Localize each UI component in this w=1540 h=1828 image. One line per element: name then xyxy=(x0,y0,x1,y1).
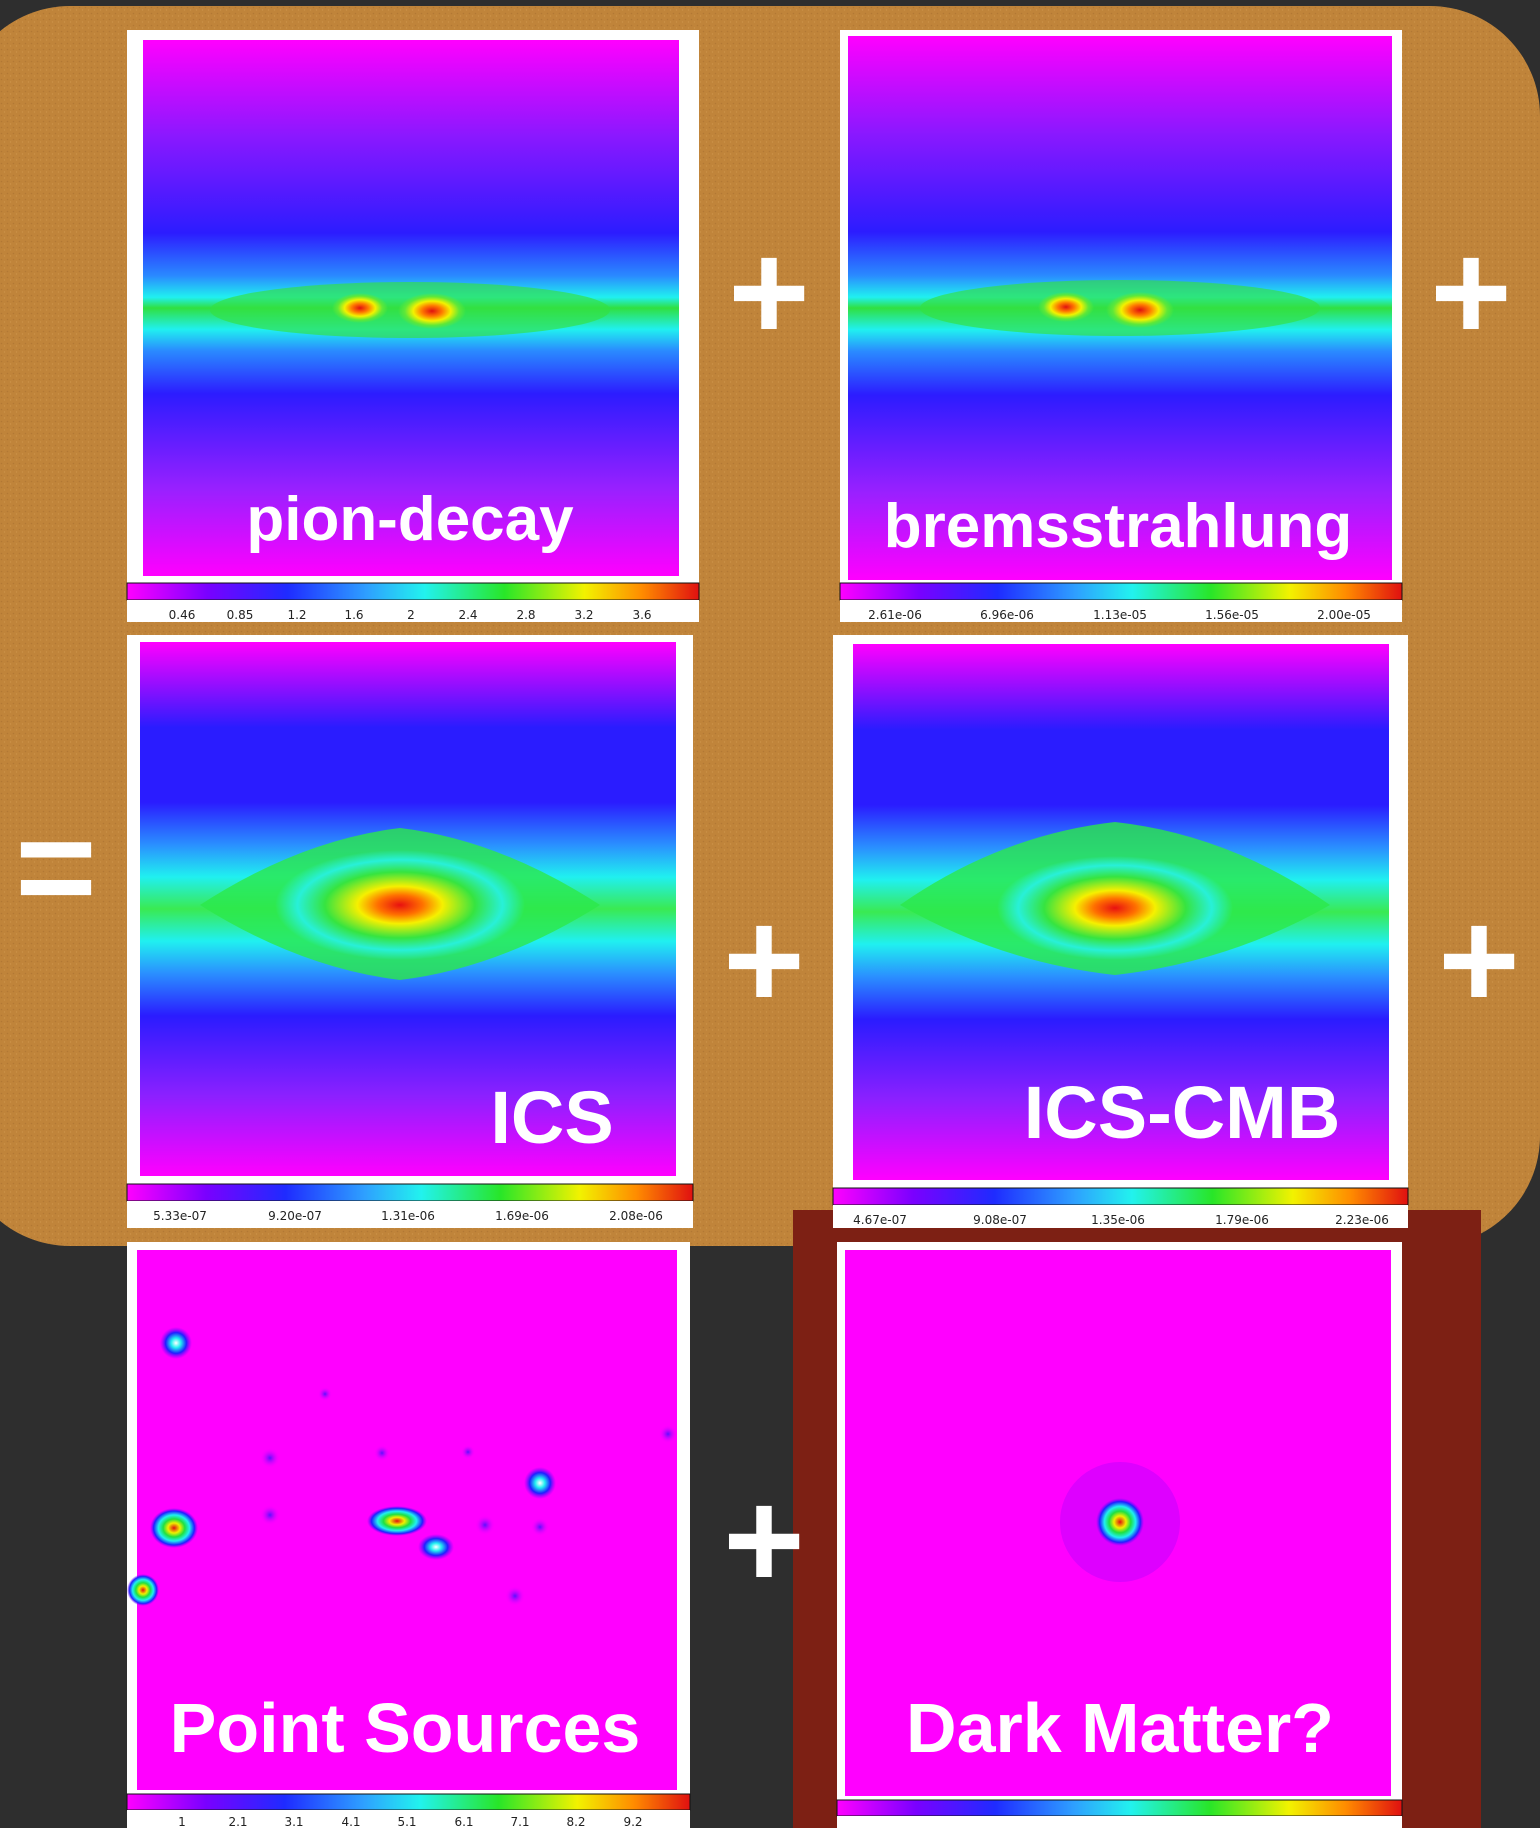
tick-label: 1 xyxy=(178,1815,186,1828)
panel-label: Point Sources xyxy=(170,1689,641,1767)
tick-label: 2.8 xyxy=(516,608,535,622)
colorbar-ticks-bg xyxy=(833,1205,1408,1228)
tick-label: 1.35e-06 xyxy=(1091,1213,1145,1227)
point-source xyxy=(475,1515,495,1535)
colorbar xyxy=(126,582,700,601)
point-source xyxy=(318,1387,332,1401)
colorbar-ticks-bg xyxy=(837,1816,1402,1828)
tick-label: 6.96e-06 xyxy=(980,608,1034,622)
tick-label: 4.1 xyxy=(341,1815,360,1828)
tick-label: 2.23e-06 xyxy=(1335,1213,1389,1227)
panel-label: ICS-CMB xyxy=(1024,1071,1341,1154)
point-source xyxy=(531,1518,549,1536)
plus-sign: + xyxy=(1438,881,1520,1038)
point-source xyxy=(659,1425,677,1443)
colorbar xyxy=(839,582,1403,601)
tick-label: 5.33e-07 xyxy=(153,1209,207,1223)
tick-label: 1.56e-05 xyxy=(1205,608,1259,622)
dm-hotspot xyxy=(1096,1498,1144,1546)
tick-label: 2.1 xyxy=(228,1815,247,1828)
tick-label: 0.85 xyxy=(227,608,254,622)
panel-pion-decay: pion-decay 0.46 0.85 1.2 1.6 2 2.4 2.8 3… xyxy=(126,30,700,622)
point-source xyxy=(374,1445,390,1461)
colorbar-ticks-bg xyxy=(127,600,699,622)
panel-label: Dark Matter? xyxy=(906,1689,1334,1767)
point-source xyxy=(150,1508,198,1548)
hotspot xyxy=(997,856,1233,960)
tick-label: 2.4 xyxy=(458,608,477,622)
plus-sign: + xyxy=(728,213,810,370)
tick-label: 8.2 xyxy=(566,1815,585,1828)
colorbar-tick-labels: 1 2.1 3.1 4.1 5.1 6.1 7.1 8.2 9.2 xyxy=(178,1815,642,1828)
tick-label: 1.79e-06 xyxy=(1215,1213,1269,1227)
hotspot xyxy=(1106,292,1174,328)
plus-sign: + xyxy=(723,881,805,1038)
hotspot xyxy=(1038,292,1094,322)
hotspot xyxy=(332,293,388,323)
point-source xyxy=(461,1445,475,1459)
colorbar xyxy=(126,1183,694,1202)
equals-sign: = xyxy=(15,788,97,945)
colorbar-ticks-bg xyxy=(840,600,1402,622)
hotspot xyxy=(398,293,466,329)
tick-label: 0.46 xyxy=(169,608,196,622)
tick-label: 1.31e-06 xyxy=(381,1209,435,1223)
tick-label: 4.67e-07 xyxy=(853,1213,907,1227)
colorbar-tick-labels: 0.46 0.85 1.2 1.6 2 2.4 2.8 3.2 3.6 xyxy=(169,608,652,622)
tick-label: 3.6 xyxy=(632,608,651,622)
tick-label: 2.61e-06 xyxy=(868,608,922,622)
tick-label: 1.13e-05 xyxy=(1093,608,1147,622)
colorbar xyxy=(126,1793,691,1811)
colorbar-ticks-bg xyxy=(127,1201,693,1227)
colorbar-ticks-bg xyxy=(127,1810,690,1828)
panel-label: ICS xyxy=(490,1076,613,1159)
tick-label: 1.2 xyxy=(287,608,306,622)
tick-label: 2 xyxy=(407,608,415,622)
point-source xyxy=(367,1506,427,1536)
colorbar-tick-labels: 5.33e-07 9.20e-07 1.31e-06 1.69e-06 2.08… xyxy=(153,1209,663,1223)
plus-sign: + xyxy=(723,1461,805,1618)
panel-bremsstrahlung: bremsstrahlung 2.61e-06 6.96e-06 1.13e-0… xyxy=(839,30,1403,622)
point-source xyxy=(505,1586,525,1606)
panel-label: bremsstrahlung xyxy=(884,492,1353,561)
operators: + + + + + = xyxy=(15,213,1520,1618)
panel-point-sources: Point Sources 1 2.1 3.1 4.1 5.1 6.1 7.1 … xyxy=(126,1242,691,1828)
tick-label: 3.1 xyxy=(284,1815,303,1828)
colorbar-tick-labels: 4.67e-07 9.08e-07 1.35e-06 1.79e-06 2.23… xyxy=(853,1213,1389,1227)
plus-sign: + xyxy=(1430,213,1512,370)
tick-label: 2.00e-05 xyxy=(1317,608,1371,622)
colorbar xyxy=(836,1799,1403,1817)
tick-label: 2.08e-06 xyxy=(609,1209,663,1223)
tick-label: 1.6 xyxy=(344,608,363,622)
tick-label: 9.20e-07 xyxy=(268,1209,322,1223)
colorbar-tick-labels: 2.61e-06 6.96e-06 1.13e-05 1.56e-05 2.00… xyxy=(868,608,1371,622)
point-source xyxy=(260,1505,280,1525)
point-source xyxy=(524,1467,556,1499)
colorbar xyxy=(832,1187,1409,1206)
point-source xyxy=(418,1534,454,1560)
tick-label: 6.1 xyxy=(454,1815,473,1828)
panel-dark-matter: Dark Matter? xyxy=(836,1242,1403,1828)
panel-label: pion-decay xyxy=(246,485,574,554)
hotspot xyxy=(275,850,525,960)
tick-label: 5.1 xyxy=(397,1815,416,1828)
tick-label: 9.08e-07 xyxy=(973,1213,1027,1227)
tick-label: 1.69e-06 xyxy=(495,1209,549,1223)
panel-ics: ICS 5.33e-07 9.20e-07 1.31e-06 1.69e-06 … xyxy=(126,635,694,1228)
tick-label: 9.2 xyxy=(623,1815,642,1828)
panel-ics-cmb: ICS-CMB 4.67e-07 9.08e-07 1.35e-06 1.79e… xyxy=(832,635,1409,1228)
point-source xyxy=(127,1574,159,1606)
tick-label: 7.1 xyxy=(510,1815,529,1828)
point-source xyxy=(260,1448,280,1468)
point-source xyxy=(160,1327,192,1359)
tick-label: 3.2 xyxy=(574,608,593,622)
